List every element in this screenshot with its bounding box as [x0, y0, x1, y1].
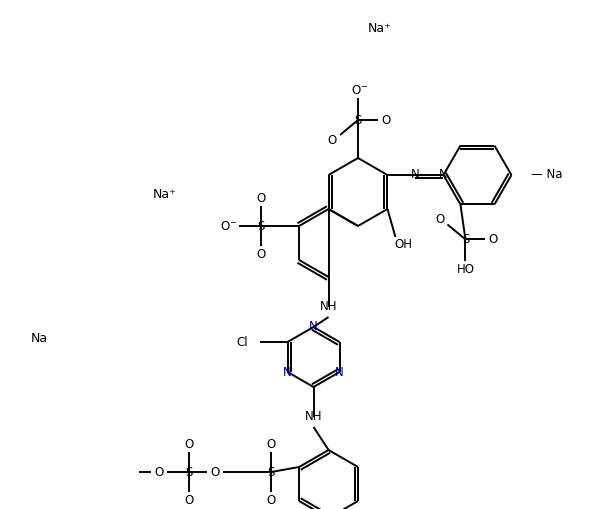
Text: O: O	[327, 133, 337, 147]
Text: Na: Na	[31, 331, 48, 345]
Text: S: S	[268, 466, 275, 478]
Text: — Na: — Na	[532, 168, 563, 182]
Text: S: S	[185, 466, 193, 478]
Text: O: O	[185, 438, 194, 450]
Text: Cl: Cl	[236, 335, 247, 349]
Text: O$^{-}$: O$^{-}$	[221, 219, 238, 233]
Text: N: N	[284, 365, 292, 379]
Text: N: N	[335, 365, 344, 379]
Text: O: O	[155, 466, 164, 478]
Text: Na⁺: Na⁺	[153, 188, 177, 202]
Text: O: O	[266, 438, 276, 450]
Text: S: S	[257, 219, 265, 233]
Text: NH: NH	[320, 300, 337, 314]
Text: S: S	[354, 114, 362, 127]
Text: N: N	[439, 168, 448, 182]
Text: O: O	[257, 247, 266, 261]
Text: HO: HO	[456, 263, 475, 276]
Text: O$^{-}$: O$^{-}$	[351, 83, 368, 97]
Text: S: S	[462, 233, 469, 246]
Text: O: O	[381, 114, 390, 127]
Text: OH: OH	[395, 239, 412, 251]
Text: O: O	[489, 233, 498, 246]
Text: O: O	[185, 494, 194, 506]
Text: NH: NH	[305, 410, 323, 423]
Text: N: N	[411, 168, 420, 182]
Text: O: O	[210, 466, 220, 478]
Text: O: O	[436, 213, 445, 226]
Text: N: N	[309, 321, 318, 333]
Text: Na⁺: Na⁺	[368, 21, 392, 35]
Text: O: O	[266, 494, 276, 506]
Text: O: O	[257, 191, 266, 205]
